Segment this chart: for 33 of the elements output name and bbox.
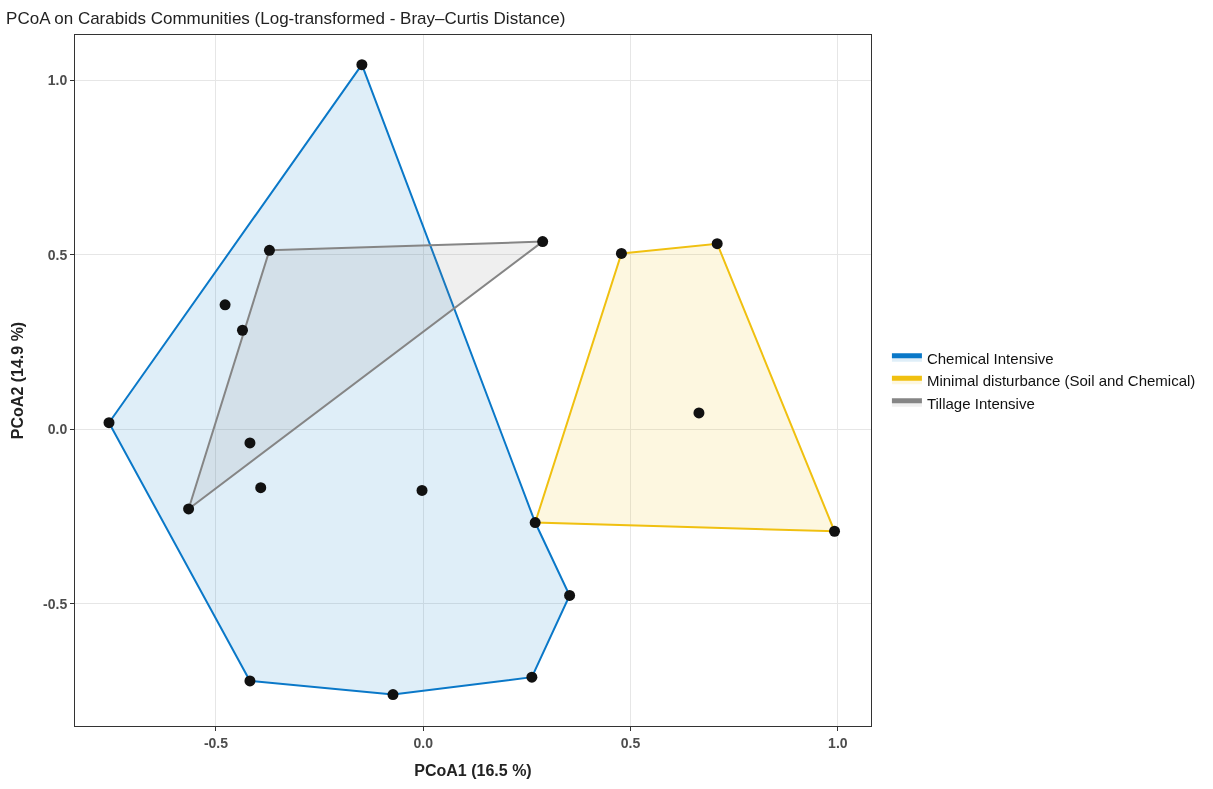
y-axis-title: PCoA2 (14.9 %) <box>8 321 26 440</box>
point <box>537 236 549 248</box>
chart-title: PCoA on Carabids Communities (Log-transformed - Bray–Curtis Distance) <box>6 8 566 28</box>
y-tick-label: 1.0 <box>47 72 68 89</box>
point <box>526 671 538 683</box>
point <box>693 407 705 419</box>
x-tick-label: 0.0 <box>413 734 434 751</box>
point <box>387 689 399 701</box>
point <box>529 517 541 529</box>
x-tick-label: 0.5 <box>620 734 641 751</box>
y-tick-label: -0.5 <box>43 595 68 612</box>
legend-label: Minimal disturbance (Soil and Chemical) <box>926 372 1196 390</box>
point <box>183 503 195 515</box>
point <box>219 299 231 311</box>
point <box>615 247 627 259</box>
point <box>711 238 723 250</box>
point <box>263 244 275 256</box>
point <box>103 417 115 429</box>
point <box>564 589 576 601</box>
point <box>255 482 267 494</box>
point <box>356 59 368 71</box>
x-tick-label: -0.5 <box>203 734 229 751</box>
point <box>416 484 428 496</box>
y-tick-label: 0.5 <box>47 246 68 263</box>
point <box>236 324 248 336</box>
legend-label: Tillage Intensive <box>926 394 1035 412</box>
point <box>244 675 256 687</box>
point <box>244 437 256 449</box>
point <box>829 525 841 537</box>
x-tick-label: 1.0 <box>828 734 848 751</box>
x-axis-title: PCoA1 (16.5 %) <box>414 762 532 780</box>
y-tick-label: 0.0 <box>47 421 68 438</box>
legend-label: Chemical Intensive <box>926 349 1054 367</box>
